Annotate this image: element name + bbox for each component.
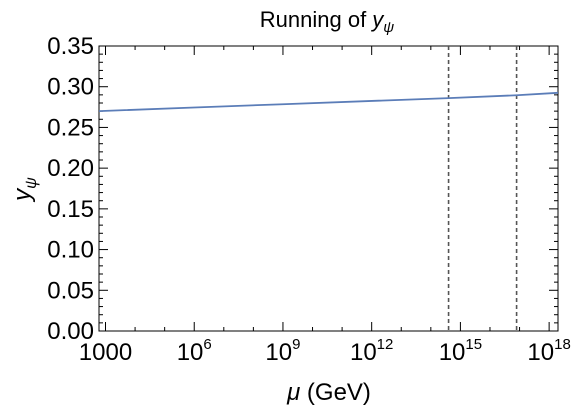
x-tick-label: 1015 (439, 336, 482, 366)
vertical-markers (447, 46, 518, 331)
series-group (98, 91, 559, 113)
y-tick-label: 0.35 (47, 33, 94, 60)
chart-title: Running of yψ (260, 7, 395, 36)
x-tick-label: 1018 (527, 336, 570, 366)
y-tick-label: 0.00 (47, 318, 94, 345)
x-tick-label: 1012 (350, 336, 393, 366)
plot-frame (98, 45, 559, 332)
series-line (98, 91, 559, 113)
y-tick-label: 0.30 (47, 74, 94, 101)
plot-border (98, 45, 559, 332)
x-axis-label: μ (GeV) (286, 379, 371, 406)
y-axis: 0.00 0.05 0.10 0.15 0.20 0.25 0.30 0.35 (47, 33, 94, 345)
y-tick-label: 0.15 (47, 196, 94, 223)
y-axis-label: yψ (9, 177, 40, 203)
y-tick-label: 0.05 (47, 277, 94, 304)
x-tick-label: 1000 (79, 339, 132, 366)
y-tick-label: 0.20 (47, 155, 94, 182)
minor-ticks (99, 45, 558, 332)
x-tick-label: 106 (177, 336, 212, 366)
x-tick-label: 109 (265, 336, 300, 366)
x-axis: 1000 106 109 1012 1015 1018 (79, 336, 571, 366)
y-tick-label: 0.10 (47, 237, 94, 264)
y-tick-label: 0.25 (47, 114, 94, 141)
